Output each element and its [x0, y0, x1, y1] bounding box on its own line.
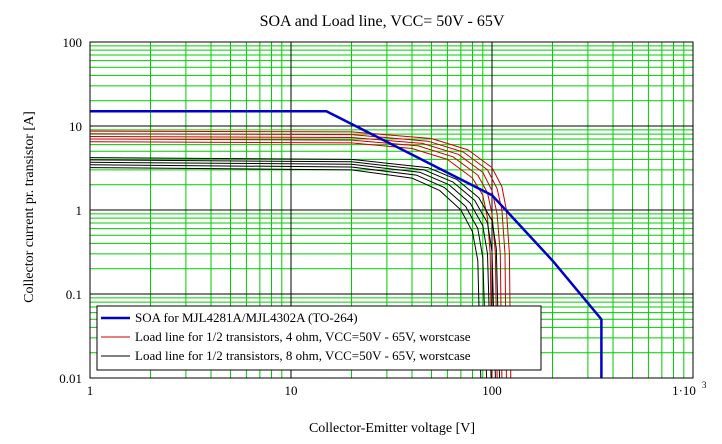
legend-label-soa: SOA for MJL4281A/MJL4302A (TO-264): [135, 310, 358, 325]
y-tick-label: 0.1: [66, 287, 82, 302]
x-tick-labels: 1 10 100 1·10 3: [87, 380, 707, 398]
load-line-8ohm-10: [89, 157, 500, 379]
x-tick-label: 100: [482, 383, 502, 398]
load-line-8ohm-9: [89, 159, 496, 379]
y-tick-label: 0.01: [59, 371, 82, 386]
x-tick-label: 1: [87, 383, 94, 398]
x-tick-label-last: 1·10: [672, 383, 696, 398]
load-line-8ohm-8: [89, 161, 492, 379]
x-tick-label: 10: [285, 383, 298, 398]
y-axis-label: Collector current pr. transistor [A]: [22, 111, 37, 303]
x-axis-label: Collector-Emitter voltage [V]: [309, 421, 475, 436]
soa-line: [90, 109, 603, 378]
legend-label-8ohm: Load line for 1/2 transistors, 8 ohm, VC…: [135, 348, 471, 363]
y-tick-label: 10: [69, 119, 82, 134]
load-line-4ohm-5: [89, 130, 512, 379]
load-line-8ohm-6: [89, 167, 482, 379]
series-layer: [89, 109, 603, 379]
chart-title: SOA and Load line, VCC= 50V - 65V: [260, 13, 505, 30]
y-tick-labels: 100 10 1 0.1 0.01: [59, 35, 82, 386]
y-tick-label: 1: [76, 203, 83, 218]
legend-label-4ohm: Load line for 1/2 transistors, 4 ohm, VC…: [135, 329, 471, 344]
x-tick-exponent: 3: [702, 380, 707, 390]
load-line-4ohm-2: [89, 138, 498, 379]
load-line-4ohm-1: [89, 141, 493, 379]
load-line-8ohm-7: [89, 164, 488, 379]
plot-frame: [89, 41, 694, 379]
legend: SOA for MJL4281A/MJL4302A (TO-264) Load …: [96, 305, 542, 371]
y-tick-label: 100: [63, 35, 83, 50]
load-line-4ohm-3: [89, 136, 503, 379]
legend-box: [96, 305, 542, 371]
